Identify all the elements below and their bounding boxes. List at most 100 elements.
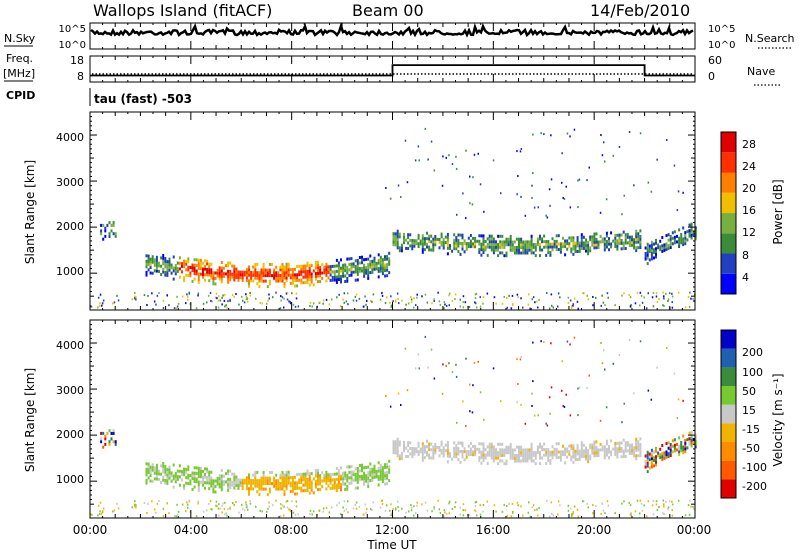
ground-cell (395, 508, 397, 511)
scatter-cell (528, 448, 531, 452)
scatter-cell (618, 241, 621, 245)
scatter-cell (474, 444, 477, 448)
scatter-cell (181, 270, 183, 274)
scatter-cell (204, 472, 206, 476)
scatter-cell (199, 261, 202, 265)
scatter-cell (329, 478, 332, 482)
noise-cell (603, 349, 605, 352)
scatter-cell (486, 445, 489, 449)
ground-cell (210, 508, 212, 510)
scatter-cell (457, 244, 460, 248)
scatter-cell (551, 248, 554, 252)
scatter-cell (283, 492, 286, 496)
ground-cell (671, 509, 673, 512)
scatter-cell (356, 261, 359, 265)
ground-cell (421, 295, 423, 298)
ground-cell (390, 512, 393, 515)
scatter-cell (484, 453, 487, 457)
noise-cell (406, 181, 409, 184)
ground-cell (503, 503, 505, 506)
scatter-cell (147, 254, 150, 258)
ground-cell (629, 513, 632, 516)
scatter-cell (258, 285, 261, 289)
scatter-cell (291, 476, 294, 479)
scatter-cell (488, 245, 491, 249)
scatter-cell (308, 477, 311, 481)
ground-cell (338, 293, 340, 296)
scatter-cell (396, 243, 399, 247)
scatter-cell (587, 460, 590, 464)
scatter-cell (367, 263, 370, 267)
scatter-cell (661, 444, 664, 447)
scatter-cell (488, 450, 491, 454)
scatter-cell (304, 489, 307, 493)
scatter-cell (394, 240, 397, 244)
scatter-cell (356, 272, 359, 276)
scatter-cell (321, 263, 324, 267)
scatter-cell (503, 451, 506, 455)
scatter-cell (248, 265, 250, 269)
scatter-cell (682, 434, 685, 438)
scatter-cell (610, 439, 613, 443)
scatter-cell (227, 280, 230, 284)
ground-cell (538, 298, 540, 301)
ground-cell (102, 507, 105, 510)
scatter-cell (568, 444, 571, 448)
noise-cell (577, 387, 579, 390)
noise-cell (455, 155, 457, 158)
scatter-cell (669, 443, 672, 446)
scatter-cell (539, 234, 541, 238)
ground-cell (235, 501, 237, 503)
scatter-cell (482, 251, 485, 254)
scatter-cell (371, 270, 374, 274)
ground-cell (241, 503, 243, 506)
scatter-cell (214, 282, 217, 286)
scatter-cell (155, 261, 158, 265)
ground-cell (231, 294, 234, 297)
scatter-cell (254, 476, 257, 480)
scatter-cell (628, 449, 631, 453)
scatter-cell (153, 477, 156, 481)
scatter-cell (555, 456, 558, 460)
ground-cell (546, 500, 548, 502)
scatter-cell (603, 237, 606, 241)
noise-cell (623, 194, 625, 197)
scatter-cell (605, 242, 608, 246)
scatter-cell (667, 233, 670, 237)
ground-cell (439, 303, 442, 306)
scatter-cell (562, 444, 564, 448)
scatter-cell (394, 232, 397, 236)
ground-cell (386, 296, 388, 299)
ground-cell (474, 293, 477, 296)
scatter-cell (193, 263, 196, 267)
scatter-cell (321, 277, 324, 280)
scatter-cell (605, 245, 608, 249)
scatter-cell (300, 486, 303, 490)
scatter-cell (377, 469, 380, 473)
scatter-cell (174, 266, 177, 270)
scatter-cell (455, 241, 458, 245)
scatter-cell (212, 279, 215, 283)
scatter-cell (310, 480, 313, 484)
scatter-cell (145, 462, 148, 466)
scatter-cell (285, 481, 288, 485)
scatter-cell (327, 270, 330, 274)
scatter-cell (624, 455, 627, 458)
scatter-cell (682, 237, 685, 241)
scatter-cell (191, 263, 194, 267)
scatter-cell (363, 477, 366, 481)
scatter-cell (486, 253, 489, 257)
scatter-cell (268, 271, 271, 275)
scatter-cell (281, 268, 284, 272)
scatter-cell (342, 477, 345, 481)
scatter-cell (631, 443, 633, 447)
scatter-cell (589, 235, 592, 239)
scatter-cell (187, 274, 190, 277)
scatter-cell (582, 454, 585, 458)
scatter-cell (657, 454, 660, 458)
scatter-cell (392, 442, 395, 446)
scatter-cell (423, 239, 426, 243)
scatter-cell (308, 491, 311, 495)
scatter-cell (381, 269, 384, 273)
scatter-cell (317, 477, 319, 481)
